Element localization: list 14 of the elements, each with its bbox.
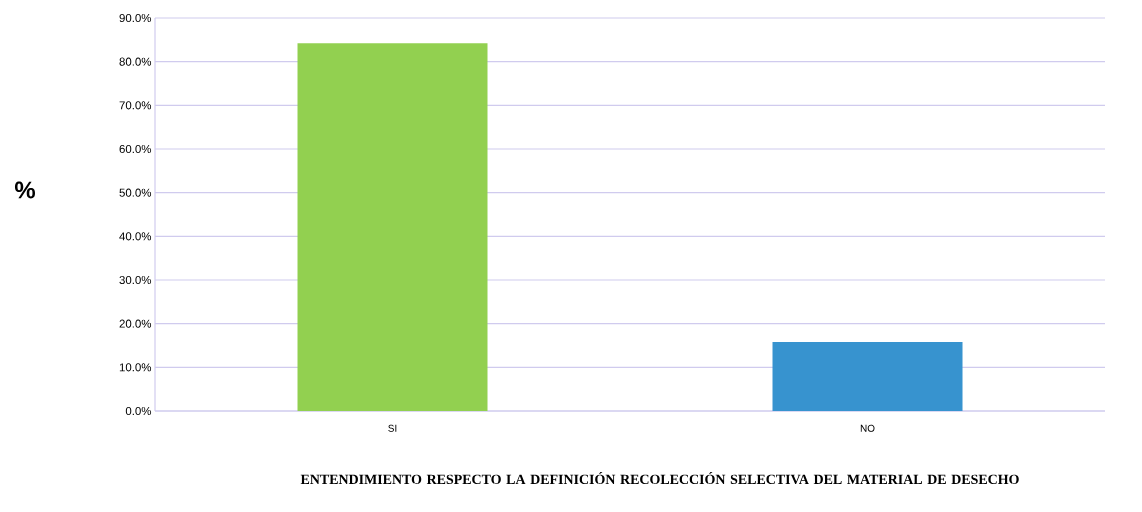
x-tick-label: NO (860, 424, 875, 432)
x-axis-title: ENTENDIMIENTO RESPECTO LA DEFINICIÓN RECOLECCIÓN SELECTIVA DEL MATERIAL DE DESECHO (300, 471, 1019, 485)
x-tick-label: SI (388, 424, 397, 432)
y-axis-title: % (14, 181, 35, 199)
y-tick-label: 10.0% (119, 363, 152, 372)
y-tick-label: 90.0% (119, 13, 152, 23)
y-tick-label: 20.0% (119, 319, 152, 328)
y-tick-label: 70.0% (119, 101, 152, 110)
y-tick-label: 50.0% (119, 188, 152, 197)
y-tick-label: 80.0% (119, 57, 152, 66)
y-tick-label: 40.0% (119, 232, 152, 241)
y-tick-label: 60.0% (119, 144, 152, 154)
y-tick-label: 30.0% (119, 275, 152, 285)
y-tick-label: 0.0% (125, 406, 152, 416)
